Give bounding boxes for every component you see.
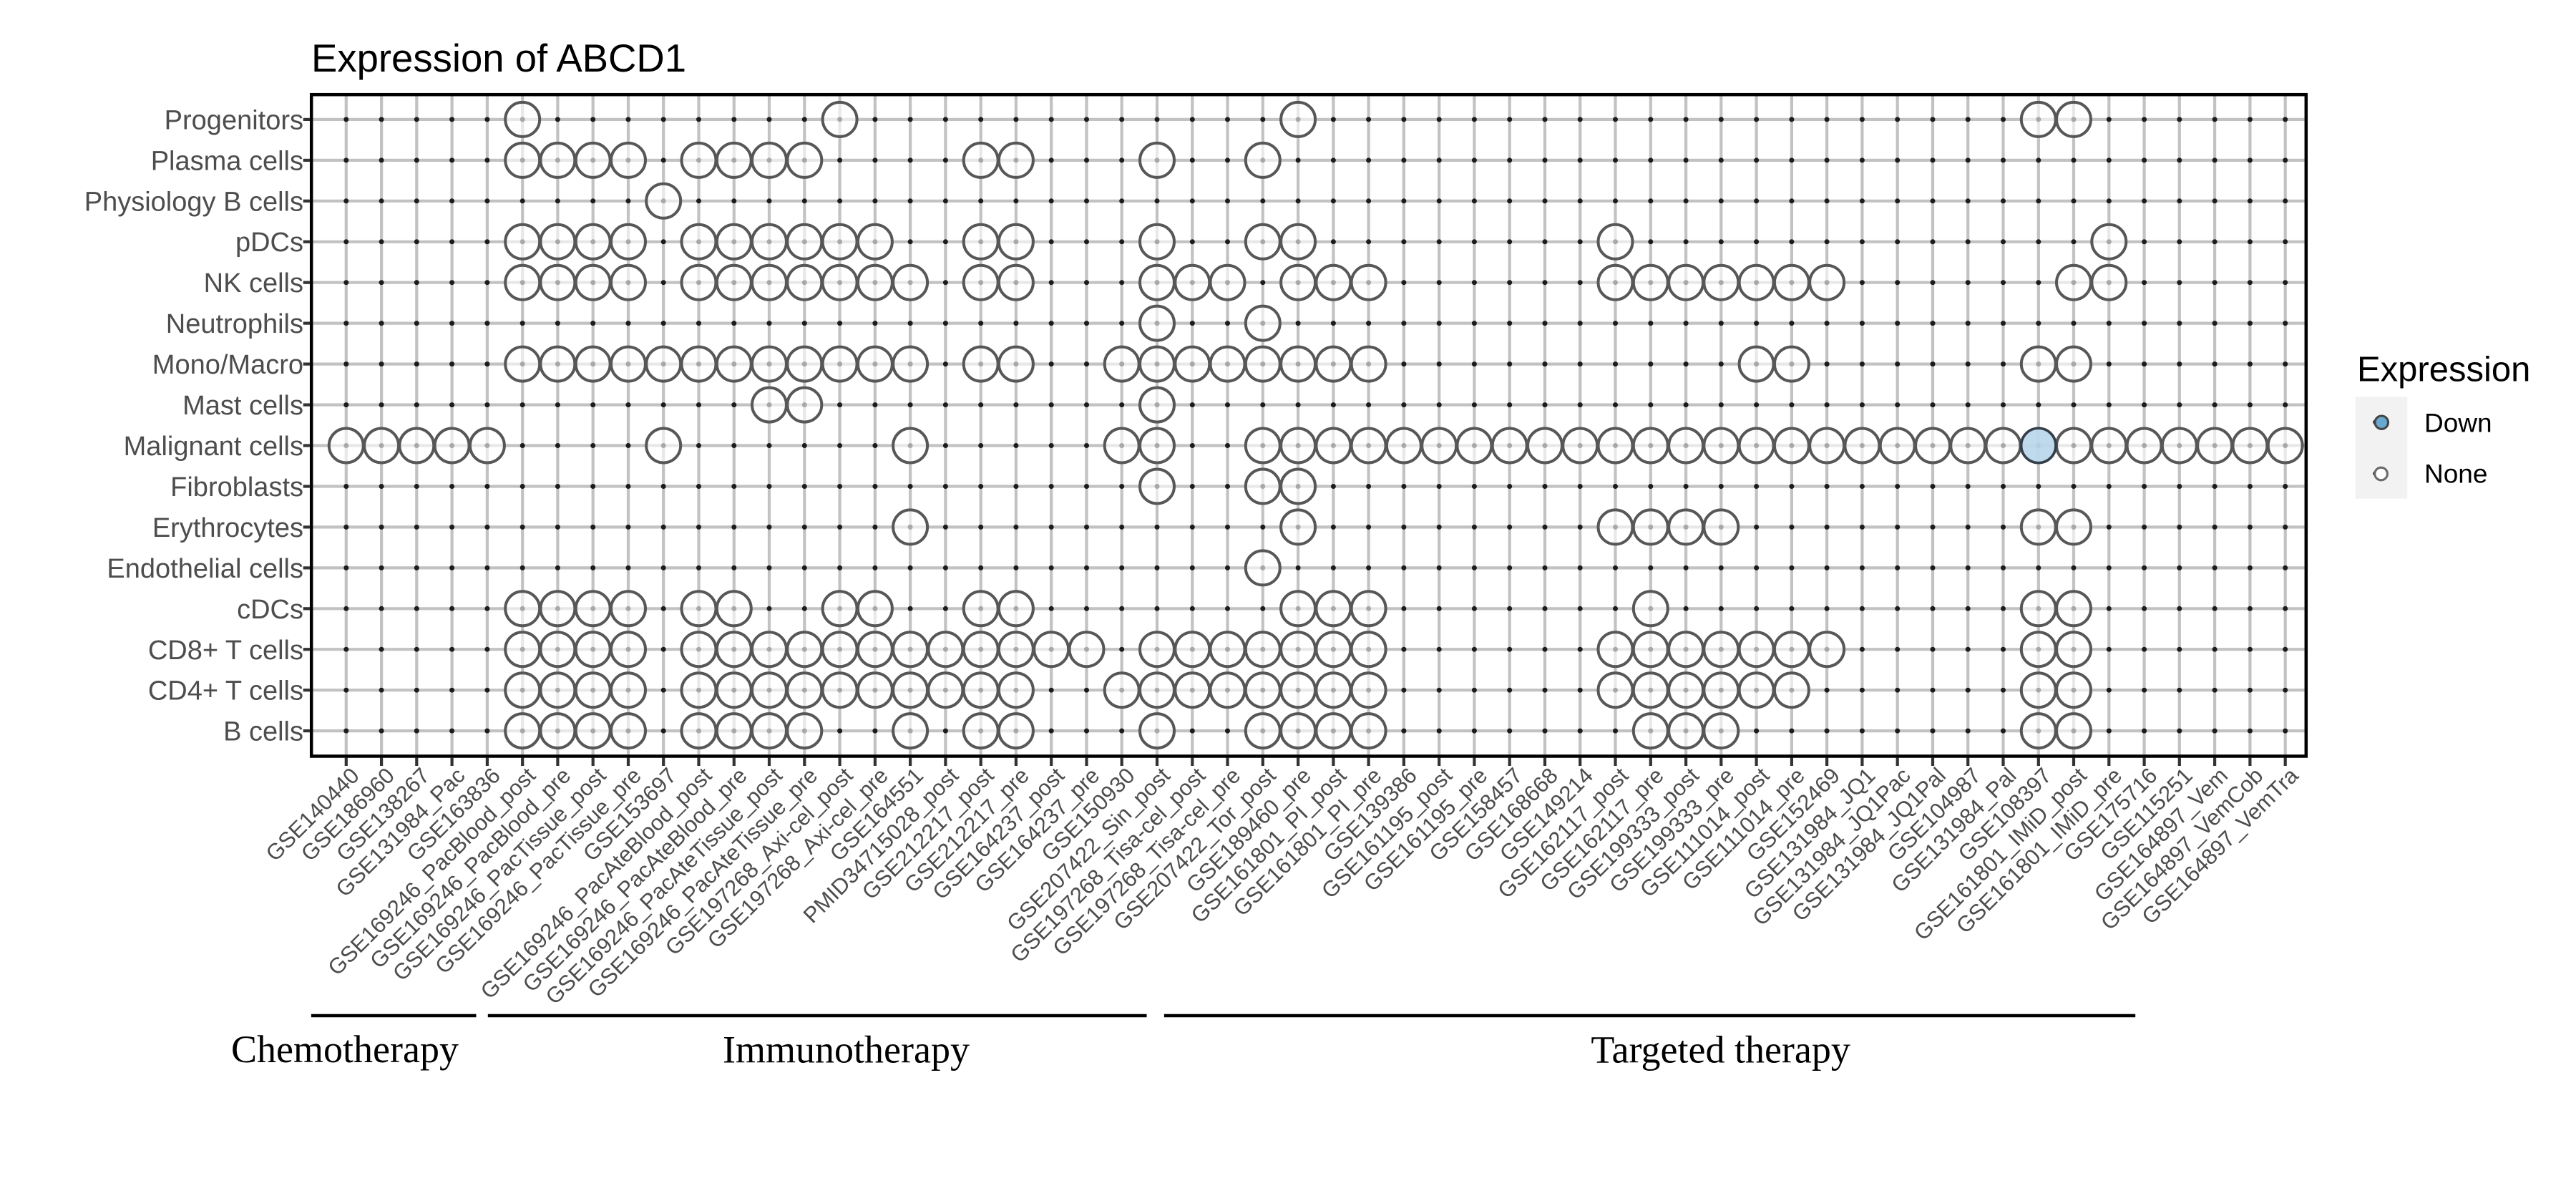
svg-text:None: None bbox=[2424, 460, 2487, 489]
svg-text:pDCs: pDCs bbox=[235, 228, 303, 258]
svg-text:CD4+ T cells: CD4+ T cells bbox=[148, 676, 303, 706]
svg-text:Chemotherapy: Chemotherapy bbox=[231, 1028, 459, 1071]
svg-text:Expression: Expression bbox=[2357, 351, 2530, 389]
svg-text:Down: Down bbox=[2424, 408, 2492, 437]
svg-text:B cells: B cells bbox=[223, 717, 303, 747]
svg-text:cDCs: cDCs bbox=[237, 595, 303, 625]
svg-text:Neutrophils: Neutrophils bbox=[166, 309, 303, 339]
svg-text:Immunotherapy: Immunotherapy bbox=[723, 1029, 970, 1071]
svg-text:Mast cells: Mast cells bbox=[182, 391, 303, 421]
svg-text:Targeted therapy: Targeted therapy bbox=[1591, 1028, 1850, 1071]
svg-text:Erythrocytes: Erythrocytes bbox=[152, 513, 303, 543]
svg-text:Malignant cells: Malignant cells bbox=[124, 432, 303, 462]
svg-text:CD8+ T cells: CD8+ T cells bbox=[148, 636, 303, 666]
svg-text:Plasma cells: Plasma cells bbox=[151, 146, 303, 176]
svg-text:Physiology B cells: Physiology B cells bbox=[84, 187, 303, 217]
svg-text:Expression of ABCD1: Expression of ABCD1 bbox=[311, 37, 686, 80]
svg-text:Fibroblasts: Fibroblasts bbox=[170, 472, 303, 502]
svg-text:Endothelial cells: Endothelial cells bbox=[107, 554, 303, 584]
svg-text:Mono/Macro: Mono/Macro bbox=[152, 350, 303, 380]
svg-text:Progenitors: Progenitors bbox=[165, 105, 303, 135]
svg-text:NK cells: NK cells bbox=[204, 268, 303, 298]
